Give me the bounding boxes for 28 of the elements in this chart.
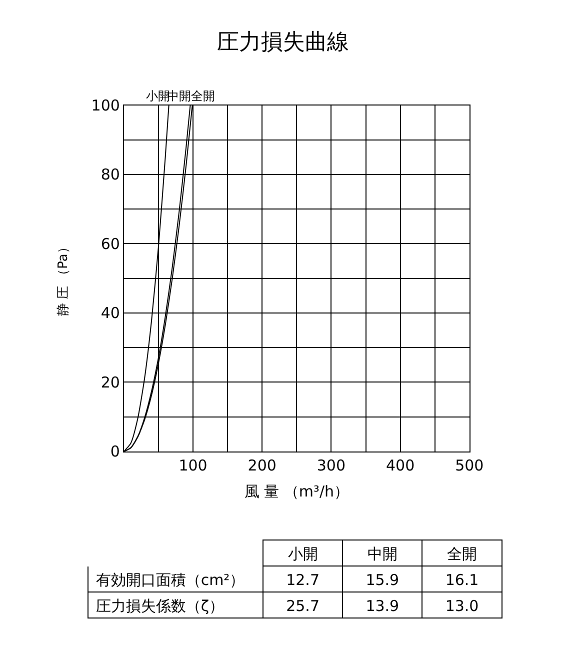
text: 13.9 — [366, 597, 400, 616]
x-tick-label: 500 — [455, 456, 484, 474]
category-label: 全開 — [447, 545, 478, 564]
x-tick-label: 200 — [248, 456, 276, 474]
text: 13.0 — [445, 597, 479, 616]
y-tick-label: 0 — [110, 442, 120, 461]
y-tick-label: 100 — [91, 96, 120, 115]
category-label: 有効開口面積（cm²） — [96, 571, 245, 590]
series-label: 小開 — [146, 89, 170, 103]
text: 25.7 — [286, 597, 320, 616]
x-tick-label: 300 — [316, 456, 346, 474]
series-label: 全開 — [191, 89, 215, 103]
x-tick-label: 100 — [178, 456, 208, 474]
y-tick-label: 20 — [100, 373, 120, 392]
category-label: 中開 — [367, 545, 398, 564]
text: 15.9 — [366, 571, 400, 590]
series-label: 中開 — [167, 89, 191, 103]
chart-title: 圧力損失曲線 — [217, 30, 349, 55]
category-label: 圧力損失係数（ζ） — [96, 597, 224, 616]
y-tick-label: 60 — [100, 234, 120, 253]
y-axis-title: 静 圧 （Pa） — [56, 240, 72, 316]
y-tick-label: 80 — [100, 166, 120, 184]
x-tick-label: 400 — [386, 456, 415, 474]
text: 12.7 — [286, 571, 320, 590]
text: 16.1 — [445, 571, 479, 590]
y-tick-label: 40 — [100, 304, 120, 322]
x-axis-title: 風 量 （m³/h） — [244, 482, 350, 500]
category-label: 小開 — [288, 545, 318, 564]
